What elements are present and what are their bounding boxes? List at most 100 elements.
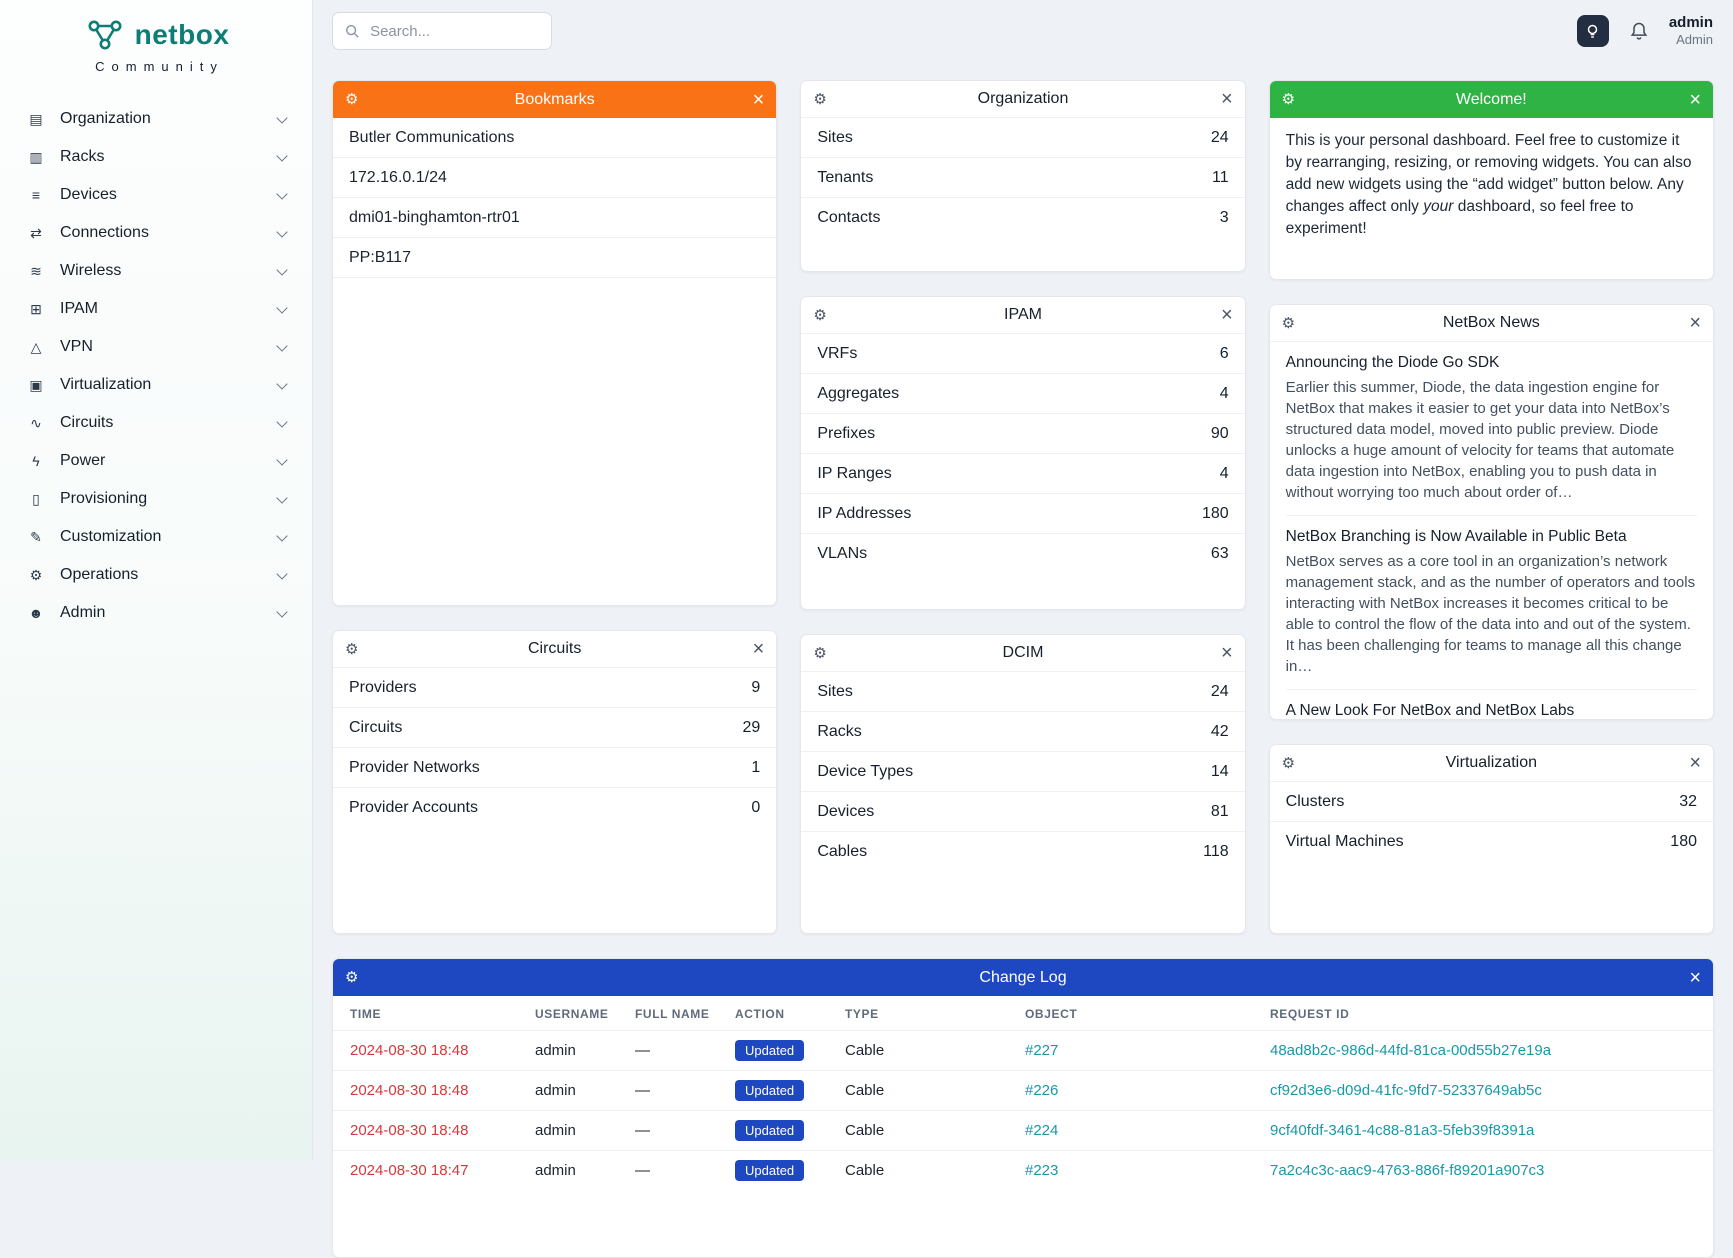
bookmark-item[interactable]: PP:B117 [333,238,776,278]
notifications-button[interactable] [1623,15,1655,47]
column-header-type: TYPE [833,996,1013,1031]
theme-toggle-button[interactable] [1577,15,1609,47]
sidebar-item-vpn[interactable]: △ VPN [0,328,312,366]
stat-label[interactable]: Clusters [1286,793,1345,811]
netbox-logo [83,16,127,54]
sidebar-item-connections[interactable]: ⇄ Connections [0,214,312,252]
stat-label[interactable]: Aggregates [817,385,899,403]
sidebar-item-ipam[interactable]: ⊞ IPAM [0,290,312,328]
sidebar-item-organization[interactable]: ▤ Organization [0,100,312,138]
gear-icon[interactable]: ⚙ [813,308,826,323]
changelog-object-link[interactable]: #223 [1025,1162,1058,1179]
gear-icon[interactable]: ⚙ [345,92,358,107]
changelog-object-link[interactable]: #227 [1025,1042,1058,1059]
bookmark-item[interactable]: Butler Communications [333,118,776,158]
stat-label[interactable]: Circuits [349,719,402,737]
widget-title: Change Log [979,969,1066,987]
search-input[interactable] [368,22,539,41]
stat-label[interactable]: VRFs [817,345,857,363]
news-article-link[interactable]: NetBox Branching is Now Available in Pub… [1286,528,1697,546]
gear-icon[interactable]: ⚙ [345,642,358,657]
close-icon[interactable]: × [1221,89,1233,109]
action-badge: Updated [735,1120,804,1141]
sidebar-item-admin[interactable]: ☻ Admin [0,594,312,632]
stat-label[interactable]: Devices [817,803,874,821]
action-badge: Updated [735,1160,804,1181]
stat-value: 180 [1202,505,1229,523]
changelog-request-id-link[interactable]: 9cf40fdf-3461-4c88-81a3-5feb39f8391a [1270,1122,1534,1139]
stat-label[interactable]: Contacts [817,209,880,227]
stat-label[interactable]: Provider Accounts [349,799,478,817]
stat-label[interactable]: IP Ranges [817,465,891,483]
changelog-object-link[interactable]: #224 [1025,1122,1058,1139]
gear-icon[interactable]: ⚙ [345,970,358,985]
changelog-time-link[interactable]: 2024-08-30 18:47 [350,1162,468,1179]
gear-icon[interactable]: ⚙ [813,646,826,661]
close-icon[interactable]: × [1689,968,1701,988]
provisioning-icon: ▯ [26,491,46,508]
widget-virtualization-header: ⚙ Virtualization × [1270,745,1713,782]
user-name: admin [1669,14,1713,32]
close-icon[interactable]: × [753,639,765,659]
sidebar-item-wireless[interactable]: ≋ Wireless [0,252,312,290]
widget-dcim: ⚙ DCIM × Sites 24 Racks 42 Device Types [800,634,1245,934]
welcome-text: This is your personal dashboard. Feel fr… [1270,118,1713,252]
sidebar-item-virtualization[interactable]: ▣ Virtualization [0,366,312,404]
changelog-request-id-link[interactable]: 7a2c4c3c-aac9-4763-886f-f89201a907c3 [1270,1162,1544,1179]
user-area: admin Admin [1577,14,1713,48]
bookmark-label: dmi01-binghamton-rtr01 [349,209,520,227]
gear-icon[interactable]: ⚙ [1282,92,1295,107]
close-icon[interactable]: × [1221,643,1233,663]
close-icon[interactable]: × [753,90,765,110]
search-icon [345,23,359,39]
sidebar-item-customization[interactable]: ✎ Customization [0,518,312,556]
stat-label[interactable]: Virtual Machines [1286,833,1404,851]
gear-icon[interactable]: ⚙ [1282,756,1295,771]
stat-row: Providers 9 [333,668,776,708]
changelog-row: 2024-08-30 18:48 admin — Updated Cable #… [333,1071,1713,1111]
bookmark-item[interactable]: dmi01-binghamton-rtr01 [333,198,776,238]
sidebar-item-provisioning[interactable]: ▯ Provisioning [0,480,312,518]
changelog-request-id-link[interactable]: 48ad8b2c-986d-44fd-81ca-00d55b27e19a [1270,1042,1551,1059]
sidebar-item-power[interactable]: ϟ Power [0,442,312,480]
stat-label[interactable]: Provider Networks [349,759,480,777]
widget-welcome: ⚙ Welcome! × This is your personal dashb… [1269,80,1714,280]
stat-label[interactable]: VLANs [817,545,867,563]
stat-label[interactable]: Cables [817,843,867,861]
gear-icon[interactable]: ⚙ [813,92,826,107]
stat-label[interactable]: IP Addresses [817,505,911,523]
power-bolt-icon: ϟ [26,453,46,469]
stat-value: 0 [751,799,760,817]
gear-icon[interactable]: ⚙ [1282,316,1295,331]
stat-label[interactable]: Prefixes [817,425,875,443]
stat-value: 11 [1212,169,1229,187]
stat-row: Virtual Machines 180 [1270,822,1713,862]
close-icon[interactable]: × [1689,313,1701,333]
stat-label[interactable]: Device Types [817,763,913,781]
stat-label[interactable]: Racks [817,723,861,741]
changelog-time-link[interactable]: 2024-08-30 18:48 [350,1042,468,1059]
close-icon[interactable]: × [1221,305,1233,325]
changelog-time-link[interactable]: 2024-08-30 18:48 [350,1122,468,1139]
close-icon[interactable]: × [1689,90,1701,110]
sidebar-item-circuits[interactable]: ∿ Circuits [0,404,312,442]
news-article-link[interactable]: A New Look For NetBox and NetBox Labs [1286,702,1697,720]
bookmark-item[interactable]: 172.16.0.1/24 [333,158,776,198]
stat-label[interactable]: Sites [817,129,853,147]
sidebar-item-operations[interactable]: ⚙ Operations [0,556,312,594]
stat-value: 14 [1211,763,1229,781]
close-icon[interactable]: × [1689,753,1701,773]
column-header-request-id: REQUEST ID [1258,996,1713,1031]
stat-label[interactable]: Sites [817,683,853,701]
sidebar-item-racks[interactable]: ▥ Racks [0,138,312,176]
changelog-object-link[interactable]: #226 [1025,1082,1058,1099]
stat-label[interactable]: Providers [349,679,417,697]
widget-virtualization: ⚙ Virtualization × Clusters 32 Virtual M… [1269,744,1714,934]
sidebar-item-devices[interactable]: ≡ Devices [0,176,312,214]
changelog-time-link[interactable]: 2024-08-30 18:48 [350,1082,468,1099]
vpn-icon: △ [26,339,46,356]
stat-label[interactable]: Tenants [817,169,873,187]
changelog-request-id-link[interactable]: cf92d3e6-d09d-41fc-9fd7-52337649ab5c [1270,1082,1542,1099]
news-article-link[interactable]: Announcing the Diode Go SDK [1286,354,1697,372]
user-info[interactable]: admin Admin [1669,14,1713,48]
